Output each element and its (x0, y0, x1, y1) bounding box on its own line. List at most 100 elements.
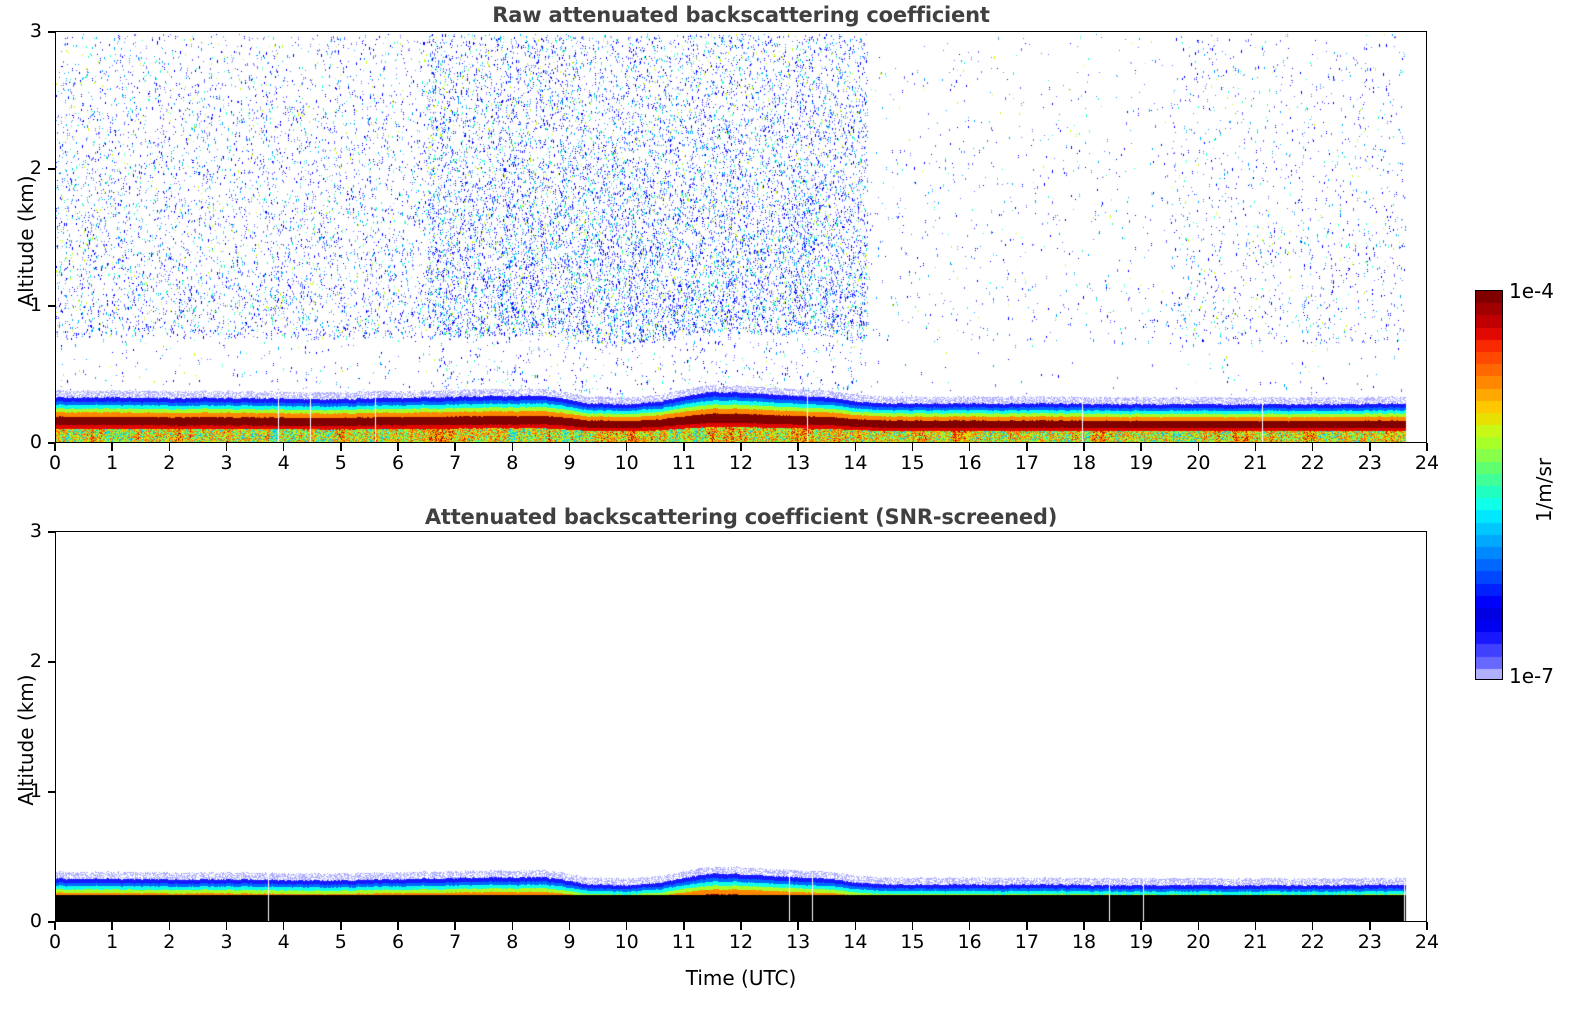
panel-1-ytick-2 (48, 168, 56, 170)
panel-2-yticklabel-1: 1 (29, 780, 42, 802)
panel-2-xticklabel-3: 3 (220, 931, 233, 953)
panel-1-yticklabel-3: 3 (29, 20, 42, 42)
panel-2-xtick-5 (340, 922, 342, 930)
panel-2-xticklabel-9: 9 (563, 931, 576, 953)
panel-2-xtick-2 (168, 922, 171, 930)
panel-2-xticklabel-16: 16 (957, 931, 982, 953)
panel-2-yticklabel-2: 2 (29, 650, 42, 672)
panel-2-ytick-3 (48, 531, 56, 533)
panel-2-xticklabel-4: 4 (277, 931, 290, 953)
panel-2-xtick-1 (111, 922, 113, 930)
panel-1-xtick-10 (625, 443, 628, 451)
colorbar-max-label: 1e-4 (1509, 279, 1554, 303)
panel-1-xtick-3 (225, 443, 228, 451)
panel-1-xtick-24 (1426, 443, 1428, 451)
panel-1-xticklabel-12: 12 (728, 452, 754, 474)
panel-1-xtick-13 (797, 443, 799, 451)
panel-1-xticklabel-11: 11 (671, 452, 696, 474)
panel-2-xtick-13 (797, 922, 799, 930)
panel-2-xticklabel-14: 14 (843, 931, 868, 953)
colorbar[interactable] (1475, 290, 1503, 680)
panel-1-xticklabel-6: 6 (391, 452, 405, 474)
panel-2-xtick-14 (854, 922, 857, 930)
panel-1-xticklabel-23: 23 (1357, 452, 1382, 474)
panel-2-xticklabel-13: 13 (786, 931, 811, 953)
panel-2-ytick-0 (48, 921, 56, 923)
panel-1-xtick-2 (168, 443, 171, 451)
panel-1-xticklabel-3: 3 (220, 452, 233, 474)
panel-2-xtick-4 (282, 922, 285, 930)
panel-1-xticklabel-21: 21 (1243, 452, 1268, 474)
panel-2-xlabel: Time (UTC) (685, 966, 797, 990)
panel-2-xticklabel-2: 2 (163, 931, 176, 953)
panel-1-xticklabel-9: 9 (563, 452, 576, 474)
panel-1-xticklabel-1: 1 (106, 452, 119, 474)
panel-2-xtick-12 (740, 922, 742, 930)
panel-2-xtick-16 (968, 922, 971, 930)
panel-2-xticklabel-0: 0 (48, 931, 62, 953)
panel-1-xticklabel-17: 17 (1014, 452, 1039, 474)
panel-1-xticklabel-7: 7 (449, 452, 462, 474)
panel-1-yticklabel-0: 0 (29, 431, 42, 453)
panel-1-xtick-19 (1140, 443, 1142, 451)
panel-1-xticklabel-4: 4 (277, 452, 290, 474)
panel-2-xticklabel-7: 7 (449, 931, 462, 953)
panel-2-xticklabel-11: 11 (671, 931, 696, 953)
panel-1-xticklabel-2: 2 (163, 452, 176, 474)
panel-2-xtick-23 (1369, 922, 1371, 930)
panel-2-xtick-17 (1026, 922, 1028, 930)
panel-1-xticklabel-18: 18 (1071, 452, 1097, 474)
panel-1-xticklabel-0: 0 (48, 452, 62, 474)
panel-1-xtick-11 (683, 443, 685, 451)
panel-2-xticklabel-17: 17 (1014, 931, 1039, 953)
panel-1-title: Raw attenuated backscattering coefficien… (492, 3, 990, 27)
panel-1-xtick-20 (1197, 443, 1200, 451)
panel-1-xticklabel-16: 16 (957, 452, 982, 474)
panel-2-xtick-3 (225, 922, 228, 930)
panel-2-xticklabel-20: 20 (1186, 931, 1211, 953)
panel-2-ytick-2 (48, 661, 56, 663)
panel-2-xtick-21 (1254, 922, 1257, 930)
panel-2-title: Attenuated backscattering coefficient (S… (424, 505, 1058, 529)
panel-1-xtick-17 (1026, 443, 1028, 451)
panel-1-xticklabel-24: 24 (1414, 452, 1440, 474)
panel-1-ytick-0 (48, 442, 56, 444)
panel-2-xtick-8 (511, 922, 514, 930)
panel-2-xtick-7 (454, 922, 456, 930)
panel-2-yticklabel-0: 0 (29, 910, 42, 932)
panel-1-xtick-6 (397, 443, 399, 451)
panel-2-plot-area[interactable] (55, 531, 1427, 922)
colorbar-title: 1/m/sr (1532, 457, 1556, 523)
panel-1-xtick-1 (111, 443, 113, 451)
panel-1-xtick-16 (968, 443, 971, 451)
panel-2-xtick-10 (625, 922, 628, 930)
panel-1-yticklabel-1: 1 (29, 294, 42, 316)
panel-1-xticklabel-10: 10 (614, 452, 639, 474)
panel-2-yticklabel-3: 3 (29, 520, 42, 542)
panel-1-xtick-12 (740, 443, 742, 451)
panel-2-xtick-20 (1197, 922, 1200, 930)
panel-1-xticklabel-15: 15 (900, 452, 925, 474)
panel-1-xtick-8 (511, 443, 514, 451)
panel-2-xtick-18 (1083, 922, 1085, 930)
panel-1-plot-area[interactable] (55, 31, 1427, 443)
panel-2-xticklabel-5: 5 (334, 931, 347, 953)
panel-1-xtick-23 (1369, 443, 1371, 451)
panel-1-xtick-4 (282, 443, 285, 451)
panel-1-xtick-18 (1083, 443, 1085, 451)
panel-2-xtick-15 (911, 922, 914, 930)
panel-2-xticklabel-19: 19 (1129, 931, 1154, 953)
panel-1-xticklabel-8: 8 (506, 452, 519, 474)
panel-2-xticklabel-21: 21 (1243, 931, 1268, 953)
panel-2-xticklabel-10: 10 (614, 931, 639, 953)
panel-1-yticklabel-2: 2 (29, 157, 42, 179)
panel-1-xticklabel-20: 20 (1186, 452, 1211, 474)
panel-2-xtick-9 (568, 922, 571, 930)
panel-1-ytick-1 (48, 305, 56, 307)
panel-1-xtick-9 (568, 443, 571, 451)
panel-2-xtick-22 (1311, 922, 1314, 930)
panel-2-xticklabel-23: 23 (1357, 931, 1382, 953)
panel-1-xtick-0 (54, 443, 56, 451)
panel-2-xticklabel-18: 18 (1071, 931, 1097, 953)
panel-1-xtick-7 (454, 443, 456, 451)
